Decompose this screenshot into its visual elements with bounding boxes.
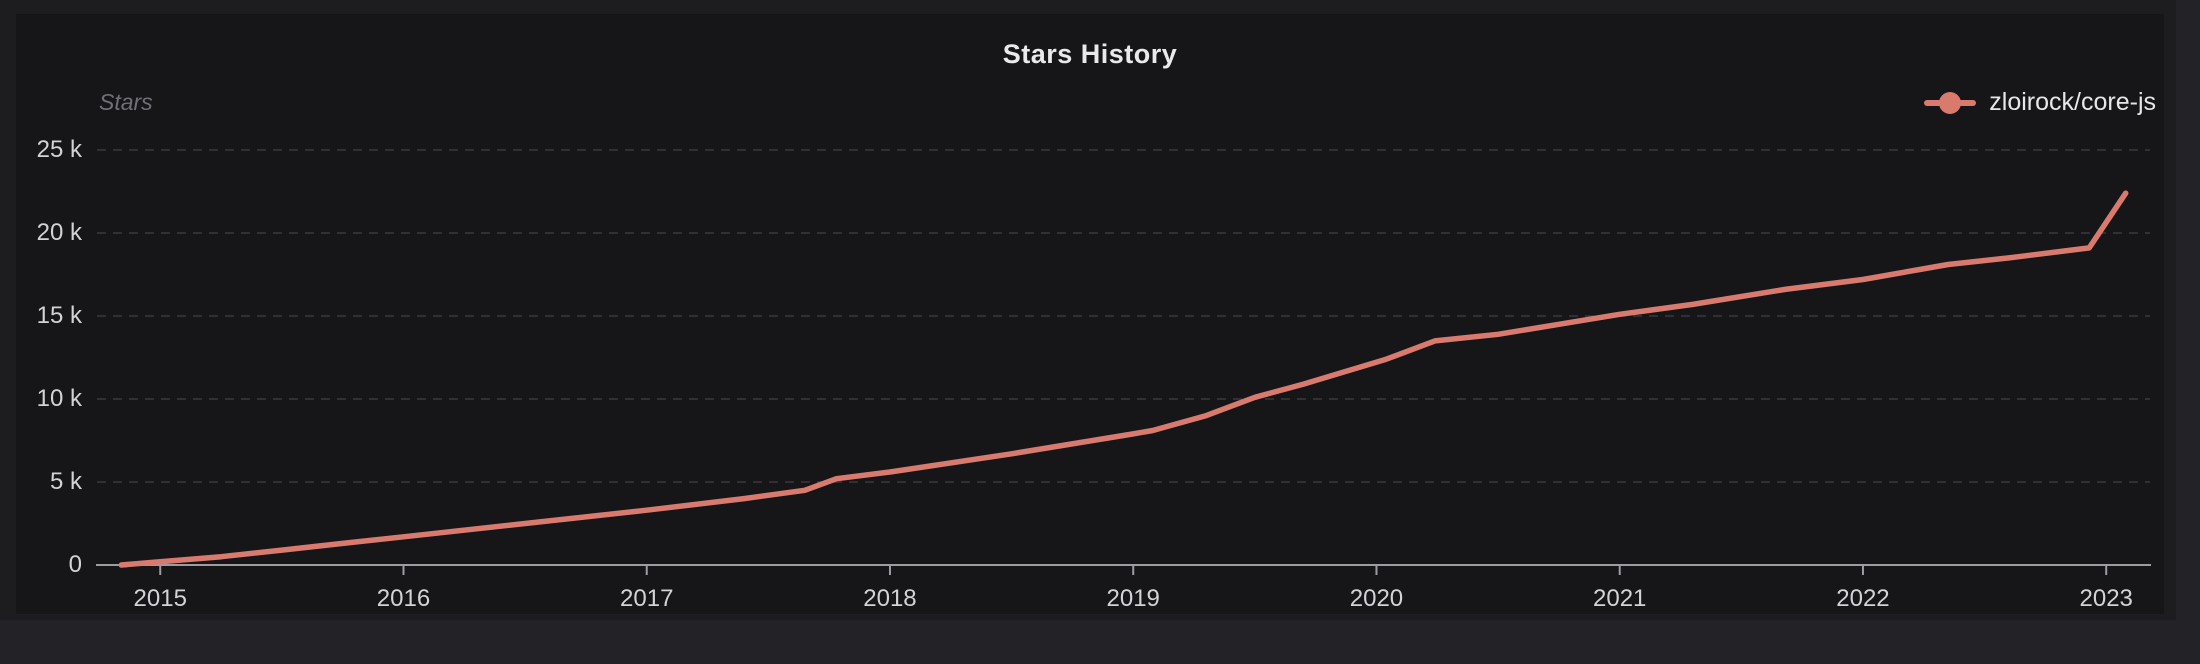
y-tick-label: 20 k	[36, 219, 82, 246]
legend-line-marker-icon	[1924, 91, 1977, 115]
x-tick-label: 2015	[133, 585, 187, 612]
x-tick-label: 2022	[1836, 585, 1890, 612]
legend-item[interactable]: zloirock/core-js	[1924, 88, 2156, 117]
y-axis-name: Stars	[99, 89, 153, 115]
x-tick-label: 2021	[1593, 585, 1647, 612]
x-tick-label: 2019	[1106, 585, 1160, 612]
legend-label: zloirock/core-js	[1989, 88, 2156, 116]
x-tick-label: 2023	[2079, 585, 2133, 612]
x-tick-label: 2018	[863, 585, 917, 612]
y-tick-label: 15 k	[36, 302, 82, 329]
x-tick-label: 2020	[1349, 585, 1404, 612]
series-line	[118, 190, 2129, 568]
x-tick-label: 2016	[376, 585, 431, 612]
x-tick-label: 2017	[620, 585, 674, 612]
y-tick-label: 0	[68, 551, 82, 578]
chart-title: Stars History	[1002, 39, 1178, 69]
y-tick-label: 5 k	[49, 468, 82, 495]
y-tick-label: 10 k	[36, 385, 82, 412]
chart-canvas	[16, 14, 2164, 614]
y-tick-label: 25 k	[36, 136, 82, 163]
